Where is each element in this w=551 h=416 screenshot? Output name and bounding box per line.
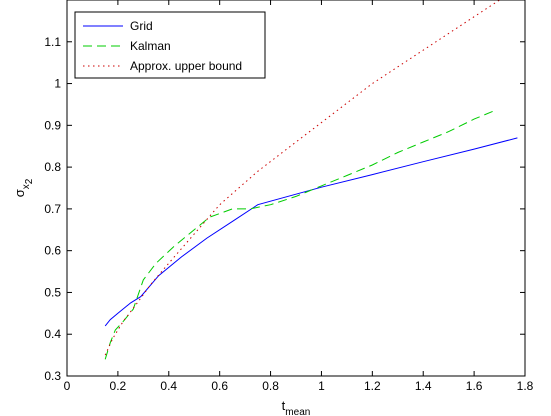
- plot-frame: [66, 0, 526, 377]
- x-axis-label-subscript: mean: [285, 407, 310, 416]
- y-tick-label: 0.9: [44, 118, 61, 132]
- series-line-grid: [104, 137, 518, 327]
- legend-label-grid: Grid: [130, 19, 153, 33]
- y-tick-label: 0.8: [44, 160, 61, 174]
- x-axis-label-main: t: [282, 398, 286, 413]
- x-tick-label: 1.8: [517, 379, 534, 393]
- series-line-approx-upper-bound: [104, 0, 501, 356]
- x-axis-label: tmean: [282, 398, 311, 416]
- y-axis-label-main: σ: [12, 189, 27, 197]
- x-tick-label: 0.4: [160, 379, 177, 393]
- y-axis-label-subscript: x: [21, 184, 32, 189]
- x-tick-label: 0.8: [262, 379, 279, 393]
- legend: Grid Kalman Approx. upper bound: [74, 11, 266, 79]
- x-tick-label: 0: [64, 379, 71, 393]
- x-tick-label: 0.6: [211, 379, 228, 393]
- ticks-layer: 0 0.2 0.4 0.6 0.8 1 1.2 1.4 1.6 1.8 0.3 0.4 0.5 0.6 0.…: [44, 0, 534, 393]
- x-tick-label: 0.2: [110, 379, 127, 393]
- legend-label-kalman: Kalman: [130, 39, 171, 53]
- x-tick-label: 1.4: [415, 379, 432, 393]
- y-tick-label: 0.6: [44, 244, 61, 258]
- x-tick-label: 1.2: [364, 379, 381, 393]
- y-tick-label: 0.5: [44, 285, 61, 299]
- y-tick-label: 0.4: [44, 327, 61, 341]
- y-axis-label: σx2: [12, 178, 35, 197]
- y-tick-label: 0.3: [44, 369, 61, 383]
- legend-label-upper-bound: Approx. upper bound: [130, 59, 242, 73]
- y-tick-label: 1.1: [44, 35, 61, 49]
- legend-box: [74, 11, 266, 79]
- y-tick-label: 1: [54, 77, 61, 91]
- series-layer: [104, 0, 518, 360]
- x-tick-label: 1: [318, 379, 325, 393]
- y-tick-label: 0.7: [44, 202, 61, 216]
- x-tick-label: 1.6: [466, 379, 483, 393]
- y-axis-label-subsubscript: 2: [24, 178, 35, 184]
